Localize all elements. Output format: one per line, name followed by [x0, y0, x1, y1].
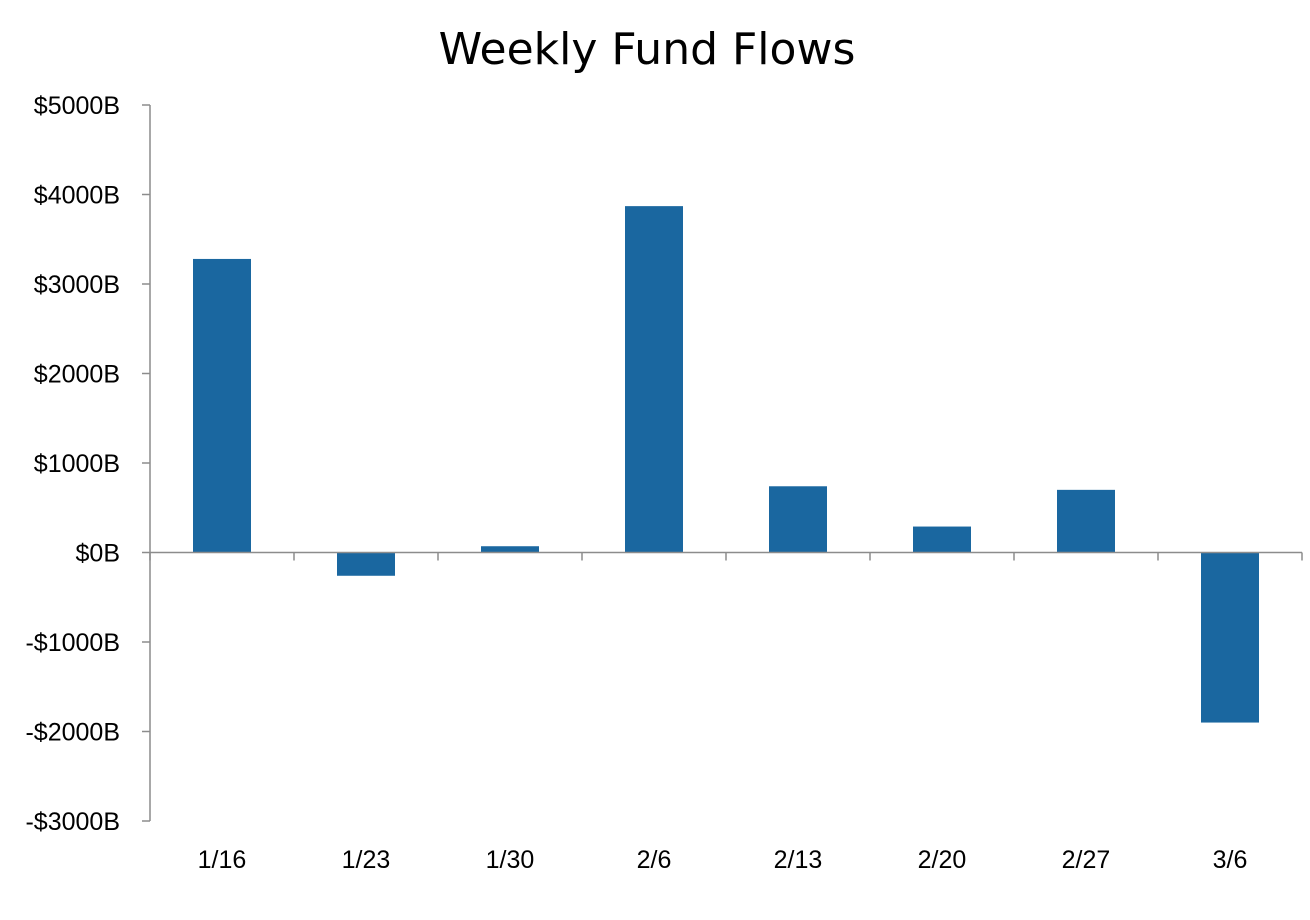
bar-1-23: [337, 552, 395, 576]
x-tick-label: 2/13: [774, 846, 823, 874]
y-tick-label: -$1000B: [25, 629, 120, 657]
x-tick-label: 1/30: [486, 846, 535, 874]
bar-2-27: [1057, 489, 1115, 553]
x-tick-label: 3/6: [1213, 846, 1248, 874]
bars: [193, 206, 1259, 723]
chart-title: Weekly Fund Flows: [439, 24, 856, 75]
x-tick-label: 2/6: [637, 846, 672, 874]
x-tick-label: 2/27: [1062, 846, 1111, 874]
x-tick-label: 1/16: [198, 846, 247, 874]
y-tick-label: $0B: [76, 540, 120, 568]
bar-2-20: [913, 526, 971, 553]
y-tick-label: $1000B: [34, 450, 120, 478]
y-tick-label: $4000B: [34, 182, 120, 210]
x-axis: 1/16 1/23 1/30 2/6 2/13 2/20 2/27 3/6: [149, 551, 1303, 874]
bar-1-30: [481, 546, 539, 553]
bar-1-16: [193, 258, 251, 553]
y-tick-label: -$2000B: [25, 719, 120, 747]
x-tick-label: 2/20: [918, 846, 967, 874]
y-tick-label: $5000B: [34, 92, 120, 120]
bar-3-6: [1201, 552, 1259, 723]
bar-2-6: [625, 206, 683, 553]
y-tick-label: $3000B: [34, 271, 120, 299]
y-axis: $5000B $4000B $3000B $2000B $1000B $0B -$1000B…: [25, 92, 151, 836]
y-tick-label: $2000B: [34, 361, 120, 389]
y-tick-label: -$3000B: [25, 808, 120, 836]
bar-2-13: [769, 486, 827, 553]
x-tick-label: 1/23: [342, 846, 391, 874]
